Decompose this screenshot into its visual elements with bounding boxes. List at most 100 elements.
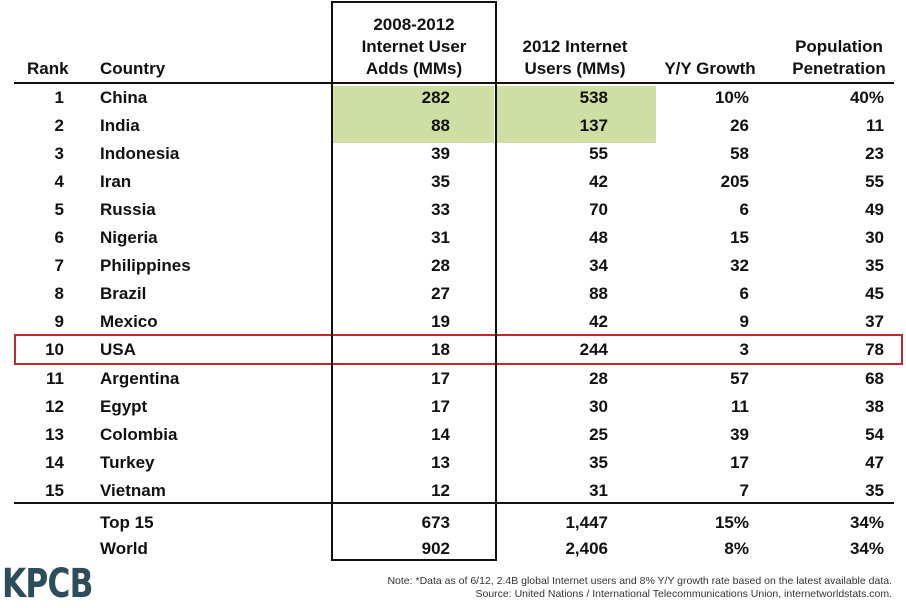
total-growth: 8% [724,539,749,558]
users-cell: 42 [589,312,608,332]
adds-cell: 31 [431,228,450,248]
adds-cell: 39 [431,144,450,164]
header-rule [14,82,894,84]
adds-cell: 18 [431,340,450,360]
adds-cell: 19 [431,312,450,332]
adds-cell: 33 [431,200,450,220]
country-cell: USA [100,340,136,360]
source-line: Source: United Nations / International T… [475,588,892,600]
country-cell: Iran [100,172,132,192]
growth-cell: 57 [730,368,749,388]
adds-cell: 14 [431,424,450,444]
users-cell: 70 [589,200,608,220]
total-label: World [100,539,148,558]
growth-cell: 11 [731,396,749,416]
total-pen: 34% [849,513,884,532]
rank-cell: 1 [54,88,64,107]
adds-cell: 35 [431,172,450,192]
total-pen: 34% [849,539,884,558]
country-cell: Mexico [100,312,158,332]
total-label: Top 15 [100,513,154,532]
users-cell: 137 [579,116,608,136]
growth-cell: 10% [714,88,749,107]
country-header-line: Country [100,59,166,78]
growth-cell: 205 [720,172,749,192]
country-cell: Nigeria [100,228,158,248]
pen-header-line: Penetration [792,59,886,78]
adds-cell: 88 [431,116,450,136]
rank-cell: 3 [54,144,64,164]
pen-cell: 11 [866,116,884,136]
users-header-line: Users (MMs) [524,59,626,78]
rank-cell: 12 [45,396,64,416]
growth-cell: 3 [739,340,749,360]
country-cell: Argentina [100,368,180,388]
pen-cell: 54 [865,424,884,444]
total-users: 2,406 [565,539,608,558]
rank-header-line: Rank [27,59,69,78]
growth-cell: 6 [739,284,749,304]
users-cell: 35 [589,452,608,472]
pen-cell: 37 [865,312,884,332]
pen-cell: 30 [865,228,884,248]
rank-cell: 14 [45,452,64,472]
body-rule [14,502,894,504]
total-adds: 902 [421,539,450,558]
total-users: 1,447 [565,513,608,532]
users-cell: 30 [589,396,608,416]
growth-cell: 7 [739,480,749,500]
pen-cell: 23 [865,144,884,164]
rank-cell: 13 [45,424,64,444]
users-cell: 88 [589,284,608,304]
total-adds: 673 [421,513,450,532]
pen-cell: 78 [865,340,884,360]
pen-cell: 38 [865,396,884,416]
users-cell: 28 [589,368,608,388]
adds-column-outline [331,1,497,561]
pen-cell: 40% [849,88,884,107]
country-cell: India [100,116,140,136]
growth-cell: 17 [730,452,749,472]
adds-header-line: 2008-2012 [373,15,455,34]
pen-cell: 49 [865,200,884,220]
rank-cell: 4 [54,172,64,192]
growth-cell: 58 [730,144,749,164]
kpcb-logo: KPCB [2,561,93,607]
users-cell: 538 [579,88,608,107]
growth-header-line: Y/Y Growth [664,59,756,78]
adds-cell: 17 [431,396,450,416]
adds-header-line: Internet User [361,37,467,56]
country-cell: Turkey [100,452,155,472]
growth-cell: 9 [739,312,749,332]
country-cell: China [100,88,148,107]
country-cell: Indonesia [100,144,180,164]
pen-cell: 47 [865,452,884,472]
rank-cell: 10 [45,340,64,360]
growth-cell: 6 [739,200,749,220]
users-cell: 25 [589,424,608,444]
rank-cell: 7 [54,256,64,276]
pen-cell: 68 [865,368,884,388]
country-cell: Philippines [100,256,191,276]
rank-cell: 8 [54,284,64,304]
growth-cell: 26 [730,116,749,136]
growth-cell: 39 [730,424,749,444]
adds-cell: 282 [421,88,450,107]
highlight-users [496,86,656,144]
users-cell: 31 [589,480,608,500]
users-cell: 48 [589,228,608,248]
users-cell: 55 [589,144,608,164]
country-cell: Brazil [100,284,147,304]
pen-cell: 45 [865,284,884,304]
adds-cell: 17 [431,368,450,388]
adds-cell: 27 [431,284,450,304]
adds-header-line: Adds (MMs) [365,59,463,78]
country-cell: Egypt [100,396,148,416]
total-growth: 15% [714,513,749,532]
growth-cell: 32 [730,256,749,276]
adds-cell: 13 [431,452,450,472]
pen-cell: 55 [865,172,884,192]
highlight-adds [333,86,494,144]
adds-cell: 12 [431,480,450,500]
country-cell: Vietnam [100,480,166,500]
